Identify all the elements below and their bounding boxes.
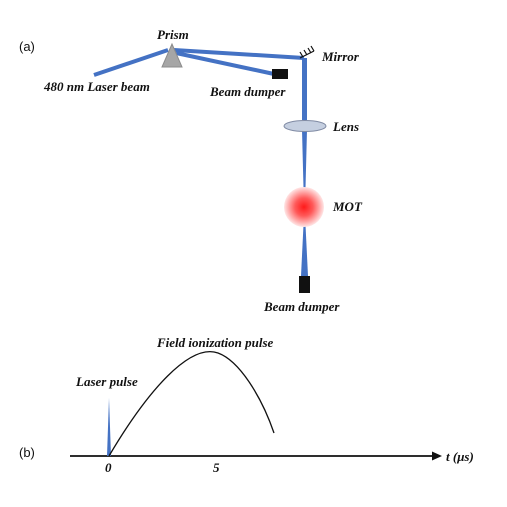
incoming-beam <box>93 48 169 77</box>
lens-label: Lens <box>332 119 359 134</box>
beam-dumper-top-icon <box>272 69 288 79</box>
mirror-icon <box>299 45 315 59</box>
beam-dumper-bottom-label: Beam dumper <box>263 299 340 314</box>
laser-pulse-label: Laser pulse <box>75 374 138 389</box>
beam-to-mirror <box>173 48 305 60</box>
field-pulse-label: Field ionization pulse <box>156 335 274 350</box>
panel-b-tag: (b) <box>19 445 35 460</box>
mirror-label: Mirror <box>321 49 360 64</box>
tick-label-5: 5 <box>213 460 220 475</box>
beam-segment-diverge <box>301 225 308 276</box>
tick-label-0: 0 <box>105 460 112 475</box>
beam-segment-focus <box>302 130 307 188</box>
lens-icon <box>283 120 327 132</box>
beam-to-dumper <box>175 51 275 76</box>
panel-a-tag: (a) <box>19 39 35 54</box>
laser-beam-label: 480 nm Laser beam <box>43 79 150 94</box>
vertical-beam <box>301 58 308 276</box>
laser-pulse-spike <box>107 398 111 456</box>
beam-segment-upper <box>302 58 307 120</box>
prism-icon <box>161 42 183 68</box>
beam-dumper-top-label: Beam dumper <box>209 84 286 99</box>
prism-label: Prism <box>157 27 189 42</box>
time-axis-label: t (μs) <box>446 449 474 464</box>
time-axis-arrowhead <box>432 451 442 461</box>
beam-dumper-bottom-icon <box>299 276 310 293</box>
mot-cloud <box>284 187 324 227</box>
laser-beam-path <box>93 48 305 77</box>
time-axis <box>70 451 442 461</box>
mot-label: MOT <box>332 199 363 214</box>
field-ionization-curve <box>108 351 275 457</box>
